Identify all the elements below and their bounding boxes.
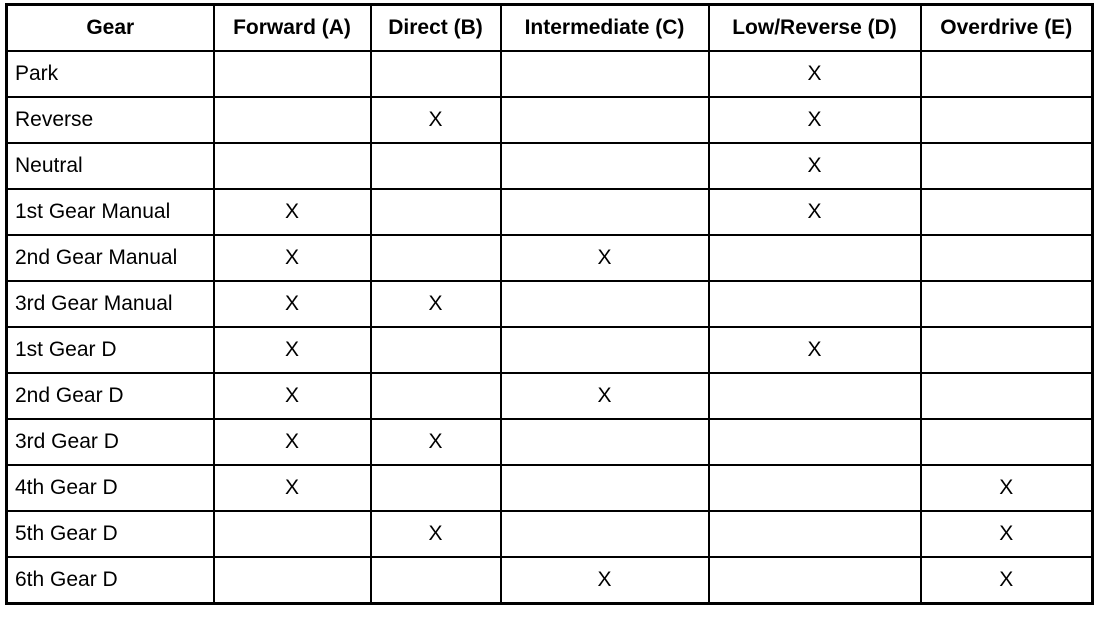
gear-name-cell: 3rd Gear D	[5, 418, 215, 466]
clutch-cell: X	[212, 280, 372, 328]
clutch-application-table: Gear Forward (A) Direct (B) Intermediate (C…	[5, 3, 1094, 605]
clutch-cell: X	[212, 188, 372, 236]
clutch-cell	[499, 142, 710, 190]
clutch-cell	[919, 188, 1094, 236]
clutch-cell: X	[919, 464, 1094, 512]
clutch-cell	[212, 50, 372, 98]
gear-name-cell: Reverse	[5, 96, 215, 144]
clutch-cell	[707, 510, 922, 558]
clutch-cell: X	[707, 326, 922, 374]
table-row: 5th Gear D X X	[5, 510, 1094, 558]
gear-name-cell: 6th Gear D	[5, 556, 215, 605]
clutch-cell: X	[369, 280, 502, 328]
clutch-cell	[919, 142, 1094, 190]
clutch-cell	[369, 188, 502, 236]
clutch-cell	[707, 464, 922, 512]
clutch-cell: X	[499, 372, 710, 420]
clutch-cell	[919, 96, 1094, 144]
gear-name-cell: 1st Gear Manual	[5, 188, 215, 236]
clutch-cell: X	[919, 510, 1094, 558]
gear-name-cell: 2nd Gear Manual	[5, 234, 215, 282]
table-row: 3rd Gear Manual X X	[5, 280, 1094, 328]
gear-name-cell: 3rd Gear Manual	[5, 280, 215, 328]
table-row: 1st Gear Manual X X	[5, 188, 1094, 236]
clutch-cell	[369, 556, 502, 605]
clutch-cell: X	[707, 96, 922, 144]
column-header: Direct (B)	[369, 3, 502, 52]
clutch-cell: X	[369, 510, 502, 558]
table-row: 6th Gear D X X	[5, 556, 1094, 605]
clutch-cell	[369, 142, 502, 190]
clutch-cell: X	[369, 418, 502, 466]
clutch-cell	[499, 96, 710, 144]
gear-name-cell: 5th Gear D	[5, 510, 215, 558]
clutch-cell	[499, 50, 710, 98]
clutch-cell	[707, 418, 922, 466]
clutch-cell: X	[707, 188, 922, 236]
clutch-cell	[707, 372, 922, 420]
clutch-cell: X	[369, 96, 502, 144]
clutch-cell	[369, 234, 502, 282]
column-header: Low/Reverse (D)	[707, 3, 922, 52]
column-header: Overdrive (E)	[919, 3, 1094, 52]
gear-name-cell: Neutral	[5, 142, 215, 190]
clutch-cell	[212, 96, 372, 144]
clutch-cell	[369, 326, 502, 374]
gear-name-cell: 2nd Gear D	[5, 372, 215, 420]
clutch-cell: X	[212, 372, 372, 420]
column-header: Intermediate (C)	[499, 3, 710, 52]
clutch-cell: X	[212, 418, 372, 466]
clutch-cell	[212, 510, 372, 558]
gear-name-cell: 1st Gear D	[5, 326, 215, 374]
clutch-cell	[212, 556, 372, 605]
clutch-cell: X	[212, 464, 372, 512]
clutch-cell	[212, 142, 372, 190]
table-row: Reverse X X	[5, 96, 1094, 144]
gear-name-cell: Park	[5, 50, 215, 98]
clutch-cell: X	[707, 50, 922, 98]
clutch-cell: X	[499, 556, 710, 605]
clutch-cell	[499, 280, 710, 328]
clutch-cell	[499, 464, 710, 512]
clutch-cell: X	[919, 556, 1094, 605]
clutch-cell	[919, 326, 1094, 374]
clutch-cell	[919, 280, 1094, 328]
table-row: Park X	[5, 50, 1094, 98]
clutch-cell	[919, 372, 1094, 420]
clutch-cell	[707, 280, 922, 328]
clutch-cell	[499, 510, 710, 558]
clutch-cell	[919, 234, 1094, 282]
header-row: Gear Forward (A) Direct (B) Intermediate (C…	[5, 3, 1094, 52]
column-header: Forward (A)	[212, 3, 372, 52]
clutch-cell: X	[212, 234, 372, 282]
clutch-cell: X	[212, 326, 372, 374]
clutch-cell	[499, 188, 710, 236]
clutch-cell: X	[707, 142, 922, 190]
clutch-cell	[707, 556, 922, 605]
table-row: Neutral X	[5, 142, 1094, 190]
clutch-cell	[369, 464, 502, 512]
column-header: Gear	[5, 3, 215, 52]
clutch-cell	[369, 372, 502, 420]
clutch-cell	[499, 326, 710, 374]
clutch-cell	[919, 50, 1094, 98]
gear-name-cell: 4th Gear D	[5, 464, 215, 512]
clutch-cell	[707, 234, 922, 282]
clutch-cell	[499, 418, 710, 466]
table-row: 2nd Gear Manual X X	[5, 234, 1094, 282]
clutch-cell: X	[499, 234, 710, 282]
clutch-cell	[919, 418, 1094, 466]
clutch-cell	[369, 50, 502, 98]
